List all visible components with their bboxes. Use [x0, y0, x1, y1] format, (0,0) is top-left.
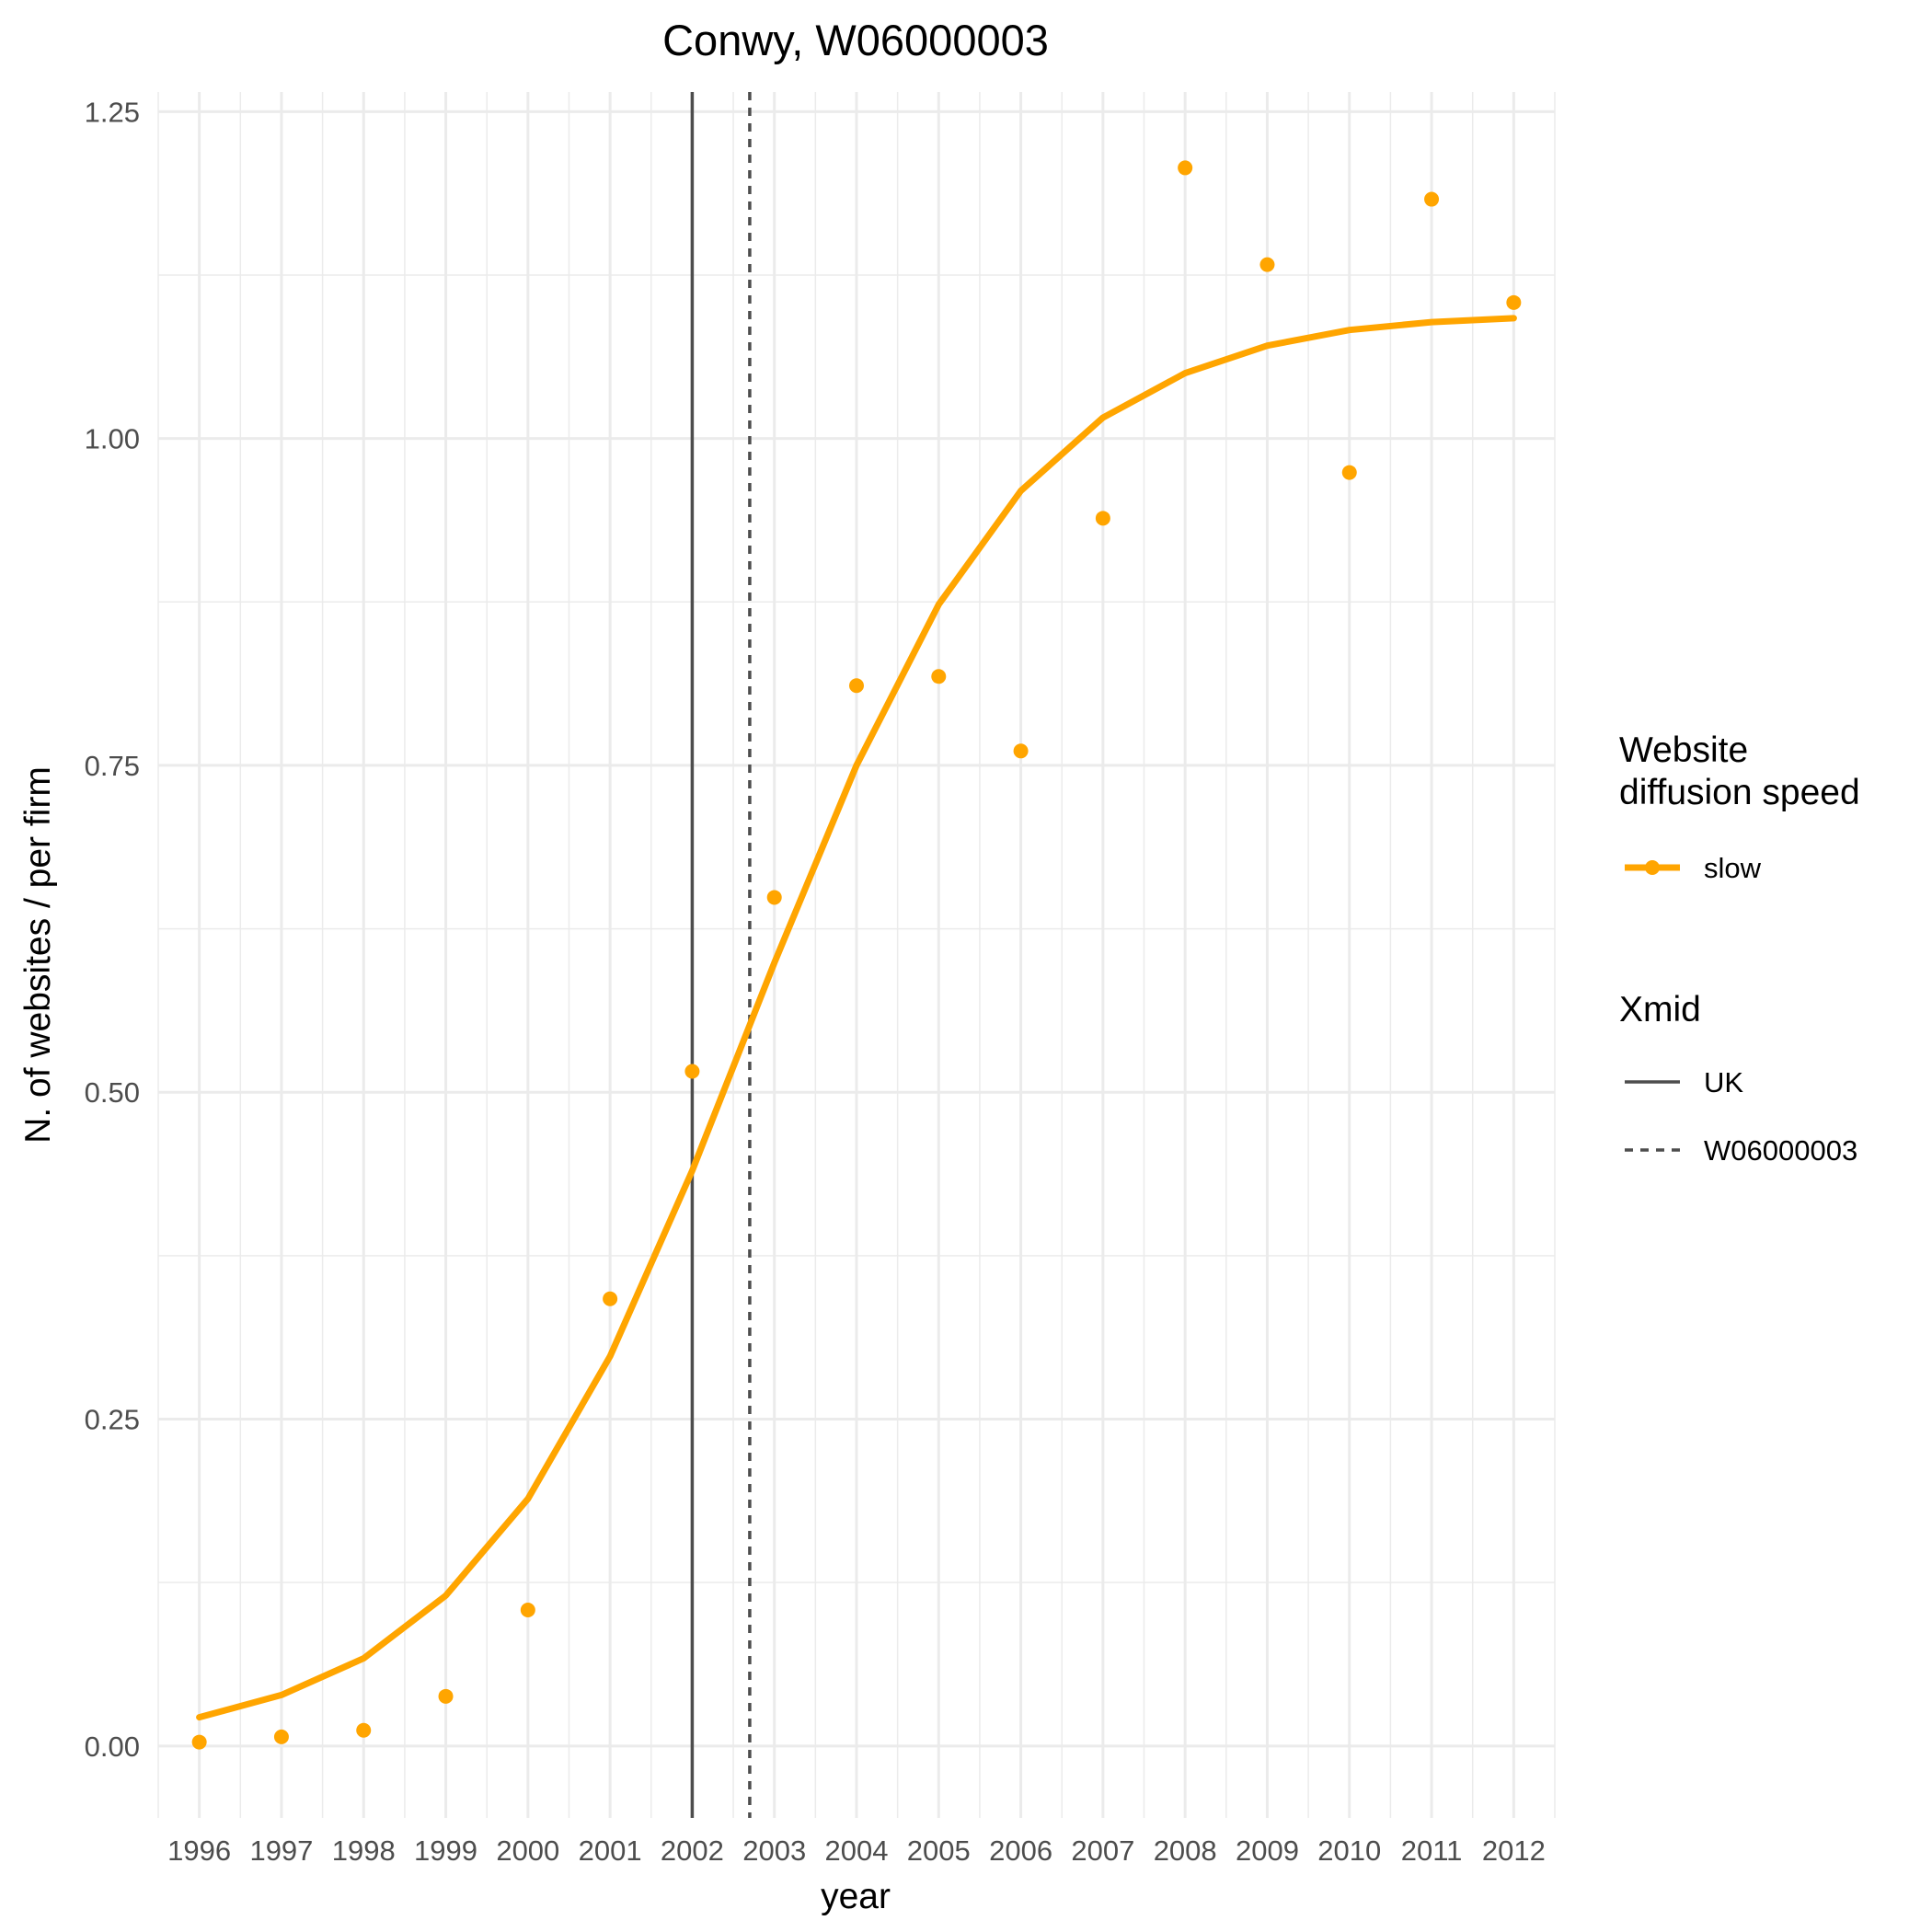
data-point-2011 — [1424, 191, 1440, 207]
legend-xmid-keys: UK W06000003 — [1625, 1066, 1857, 1167]
reference-lines — [690, 92, 752, 1818]
x-tick-label: 1996 — [167, 1834, 231, 1867]
data-point-1996 — [191, 1734, 207, 1750]
data-point-2006 — [1013, 743, 1029, 759]
legend-key-point-slow — [1645, 860, 1660, 875]
x-tick-label: 1999 — [414, 1834, 477, 1867]
x-tick-label: 2012 — [1482, 1834, 1546, 1867]
chart-title: Conwy, W06000003 — [662, 16, 1049, 64]
x-tick-label: 2003 — [742, 1834, 806, 1867]
data-point-1997 — [273, 1729, 289, 1744]
data-series — [191, 160, 1522, 1750]
axes: 0.00 0.25 0.50 0.75 1.00 1.25 1996 1997 1998 1999… — [85, 96, 1546, 1867]
x-tick-label: 1997 — [249, 1834, 313, 1867]
data-point-2000 — [520, 1603, 535, 1618]
x-tick-label: 1998 — [332, 1834, 396, 1867]
data-point-2001 — [603, 1291, 618, 1306]
data-point-2009 — [1259, 257, 1275, 272]
x-tick-label: 2009 — [1236, 1834, 1299, 1867]
legend-speed-keys: slow — [1625, 852, 1762, 884]
fitted-curve-line — [196, 315, 1517, 1721]
y-tick-label: 0.00 — [85, 1731, 140, 1763]
x-axis-title: year — [821, 1877, 891, 1916]
x-tick-label: 2004 — [825, 1834, 889, 1867]
data-point-1999 — [438, 1688, 454, 1704]
grid — [157, 92, 1556, 1818]
x-tick-label: 2005 — [907, 1834, 971, 1867]
legend-title-speed: Website diffusion speed — [1619, 730, 1860, 812]
y-tick-label: 0.75 — [85, 750, 140, 782]
x-tick-label: 2007 — [1071, 1834, 1134, 1867]
x-tick-label: 2001 — [579, 1834, 642, 1867]
x-tick-label: 2002 — [661, 1834, 724, 1867]
data-point-2005 — [931, 669, 947, 684]
y-tick-label: 0.50 — [85, 1076, 140, 1109]
data-point-1998 — [356, 1722, 372, 1738]
data-point-2007 — [1095, 511, 1110, 526]
x-tick-label: 2000 — [496, 1834, 559, 1867]
x-tick-label: 2006 — [989, 1834, 1052, 1867]
data-point-2003 — [766, 890, 782, 905]
y-axis-title: N. of websites / per firm — [18, 766, 58, 1144]
data-point-2012 — [1506, 294, 1522, 310]
legend: Website diffusion speed slow Xmid UK W060… — [1619, 730, 1860, 1167]
data-point-2002 — [684, 1064, 700, 1079]
data-point-2008 — [1178, 160, 1193, 176]
x-tick-label: 2008 — [1154, 1834, 1217, 1867]
legend-title-xmid: Xmid — [1619, 990, 1701, 1029]
x-tick-label: 2011 — [1401, 1834, 1463, 1867]
legend-label-xmid: UK — [1704, 1066, 1743, 1098]
y-tick-label: 1.00 — [85, 423, 140, 455]
y-tick-label: 1.25 — [85, 96, 140, 128]
data-point-2010 — [1341, 465, 1357, 480]
x-tick-label: 2010 — [1317, 1834, 1381, 1867]
data-point-2004 — [849, 678, 864, 694]
legend-label-xmid: W06000003 — [1704, 1134, 1857, 1167]
legend-label-slow: slow — [1704, 852, 1762, 884]
y-tick-label: 0.25 — [85, 1404, 140, 1436]
